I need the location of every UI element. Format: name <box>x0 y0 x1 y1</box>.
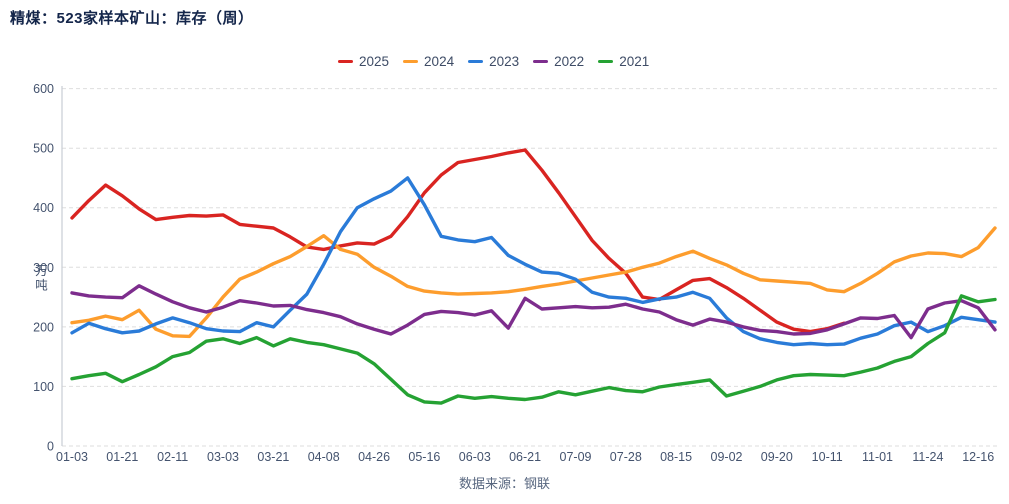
x-tick-label-04-08: 04-08 <box>308 450 340 464</box>
y-tick-label-100: 100 <box>33 380 54 394</box>
x-tick-label-02-11: 02-11 <box>157 450 188 464</box>
legend-label-2025: 2025 <box>359 54 390 69</box>
x-tick-label-11-24: 11-24 <box>912 450 943 464</box>
y-tick-label-0: 0 <box>47 440 54 454</box>
legend-label-2023: 2023 <box>489 54 520 69</box>
x-tick-label-09-02: 09-02 <box>711 450 743 464</box>
legend-swatch-2022 <box>533 59 549 64</box>
legend-item-2025[interactable]: 2025 <box>338 54 389 69</box>
y-tick-label-200: 200 <box>33 320 54 334</box>
series-line-2021 <box>70 294 997 405</box>
legend-swatch-2023 <box>468 59 484 64</box>
data-source-label: 数据来源：钢联 <box>458 476 550 491</box>
series-line-2024 <box>70 226 997 339</box>
legend-label-2021: 2021 <box>619 54 650 69</box>
legend-swatch-2021 <box>598 59 614 64</box>
x-tick-label-05-16: 05-16 <box>408 450 440 464</box>
x-tick-label-11-01: 11-01 <box>862 450 893 464</box>
legend-item-2022[interactable]: 2022 <box>533 54 584 69</box>
x-tick-label-04-26: 04-26 <box>358 450 390 464</box>
y-tick-label-300: 300 <box>33 261 54 275</box>
series-line-2022 <box>70 284 997 340</box>
legend-swatch-2025 <box>338 59 353 64</box>
y-tick-label-400: 400 <box>33 201 54 215</box>
x-tick-label-03-21: 03-21 <box>257 450 289 464</box>
x-tick-label-06-21: 06-21 <box>509 450 541 464</box>
x-tick-label-12-16: 12-16 <box>962 450 994 464</box>
legend-swatch-2024 <box>403 59 419 64</box>
x-tick-label-07-09: 07-09 <box>560 450 592 464</box>
y-axis-unit-label: 万吨 <box>33 264 47 293</box>
x-tick-label-08-15: 08-15 <box>660 450 692 464</box>
series-line-2023 <box>70 176 997 347</box>
x-tick-label-03-03: 03-03 <box>207 450 239 464</box>
x-tick-label-07-28: 07-28 <box>610 450 642 464</box>
chart-title: 精煤：523家样本矿山：库存（周） <box>10 10 254 27</box>
x-tick-label-06-03: 06-03 <box>459 450 491 464</box>
legend-label-2024: 2024 <box>424 54 455 69</box>
x-tick-label-01-21: 01-21 <box>106 450 138 464</box>
x-tick-label-01-03: 01-03 <box>56 450 88 464</box>
legend-item-2023[interactable]: 2023 <box>468 54 519 69</box>
legend-item-2021[interactable]: 2021 <box>598 54 649 69</box>
chart-legend: 2025 2024 2023 2022 2021 <box>338 54 649 69</box>
x-tick-label-10-11: 10-11 <box>812 450 843 464</box>
legend-label-2022: 2022 <box>554 54 585 69</box>
x-tick-label-09-20: 09-20 <box>761 450 793 464</box>
y-tick-label-500: 500 <box>33 142 54 156</box>
y-tick-label-600: 600 <box>33 82 54 96</box>
legend-item-2024[interactable]: 2024 <box>403 54 454 69</box>
series-line-2025 <box>70 148 846 334</box>
